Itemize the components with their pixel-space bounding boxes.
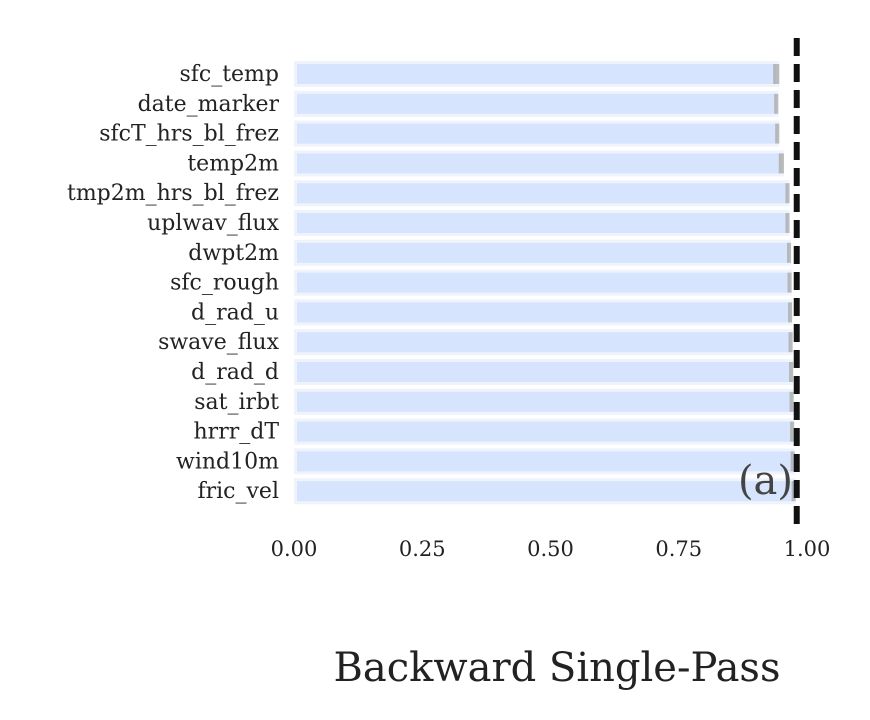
chart-title: Backward Single-Pass bbox=[334, 645, 781, 691]
category-labels: sfc_temp date_marker sfcT_hrs_bl_frez temp2… bbox=[67, 62, 280, 504]
error-bar bbox=[789, 362, 794, 382]
x-tick-label: 0.50 bbox=[527, 537, 574, 561]
bar bbox=[297, 153, 782, 174]
category-label: wind10m bbox=[176, 449, 279, 474]
x-tick-label: 0.25 bbox=[399, 537, 446, 561]
error-bar bbox=[788, 332, 793, 353]
bar bbox=[297, 93, 777, 114]
error-bar bbox=[773, 64, 780, 84]
bar bbox=[297, 421, 793, 442]
error-bar bbox=[785, 213, 790, 233]
category-label: sfc_temp bbox=[179, 62, 279, 87]
bar bbox=[297, 302, 791, 323]
bar bbox=[297, 362, 792, 382]
category-label: sfcT_hrs_bl_frez bbox=[99, 122, 279, 147]
category-label: sfc_rough bbox=[170, 271, 279, 296]
error-bar bbox=[778, 153, 784, 174]
x-tick-label: 0.75 bbox=[655, 537, 702, 561]
bar bbox=[297, 481, 794, 502]
error-bar bbox=[786, 242, 792, 263]
category-label: uplwav_flux bbox=[147, 211, 280, 236]
category-label: swave_flux bbox=[158, 330, 280, 355]
bar bbox=[297, 183, 788, 204]
error-bar bbox=[788, 302, 793, 323]
error-bar bbox=[789, 391, 794, 412]
category-label: date_marker bbox=[138, 92, 280, 117]
bar bbox=[297, 242, 790, 263]
category-label: hrrr_dT bbox=[194, 420, 280, 445]
x-tick-label: 0.00 bbox=[271, 537, 318, 561]
error-bar bbox=[775, 123, 780, 144]
category-label: dwpt2m bbox=[188, 241, 279, 266]
bar bbox=[297, 332, 791, 353]
bar bbox=[297, 123, 778, 144]
category-label: tmp2m_hrs_bl_frez bbox=[67, 181, 279, 206]
error-bar bbox=[790, 421, 795, 442]
category-label: sat_irbt bbox=[194, 390, 279, 415]
error-bar bbox=[787, 272, 792, 293]
bar bbox=[297, 64, 777, 84]
panel-label: (a) bbox=[738, 458, 793, 504]
error-bar bbox=[791, 481, 796, 502]
error-bar bbox=[774, 93, 779, 114]
bar bbox=[297, 272, 790, 293]
category-label: fric_vel bbox=[197, 479, 279, 504]
error-bar bbox=[785, 183, 790, 204]
category-label: temp2m bbox=[187, 151, 279, 176]
error-bar bbox=[790, 451, 795, 472]
bar bbox=[297, 451, 793, 472]
category-label: d_rad_d bbox=[191, 360, 279, 385]
x-tick-label: 1.00 bbox=[784, 537, 831, 561]
x-tick-labels: 0.00 0.25 0.50 0.75 1.00 bbox=[271, 537, 831, 561]
bar bbox=[297, 213, 788, 233]
bars-layer bbox=[294, 61, 796, 505]
bar bbox=[297, 391, 792, 412]
category-label: d_rad_u bbox=[191, 300, 279, 325]
